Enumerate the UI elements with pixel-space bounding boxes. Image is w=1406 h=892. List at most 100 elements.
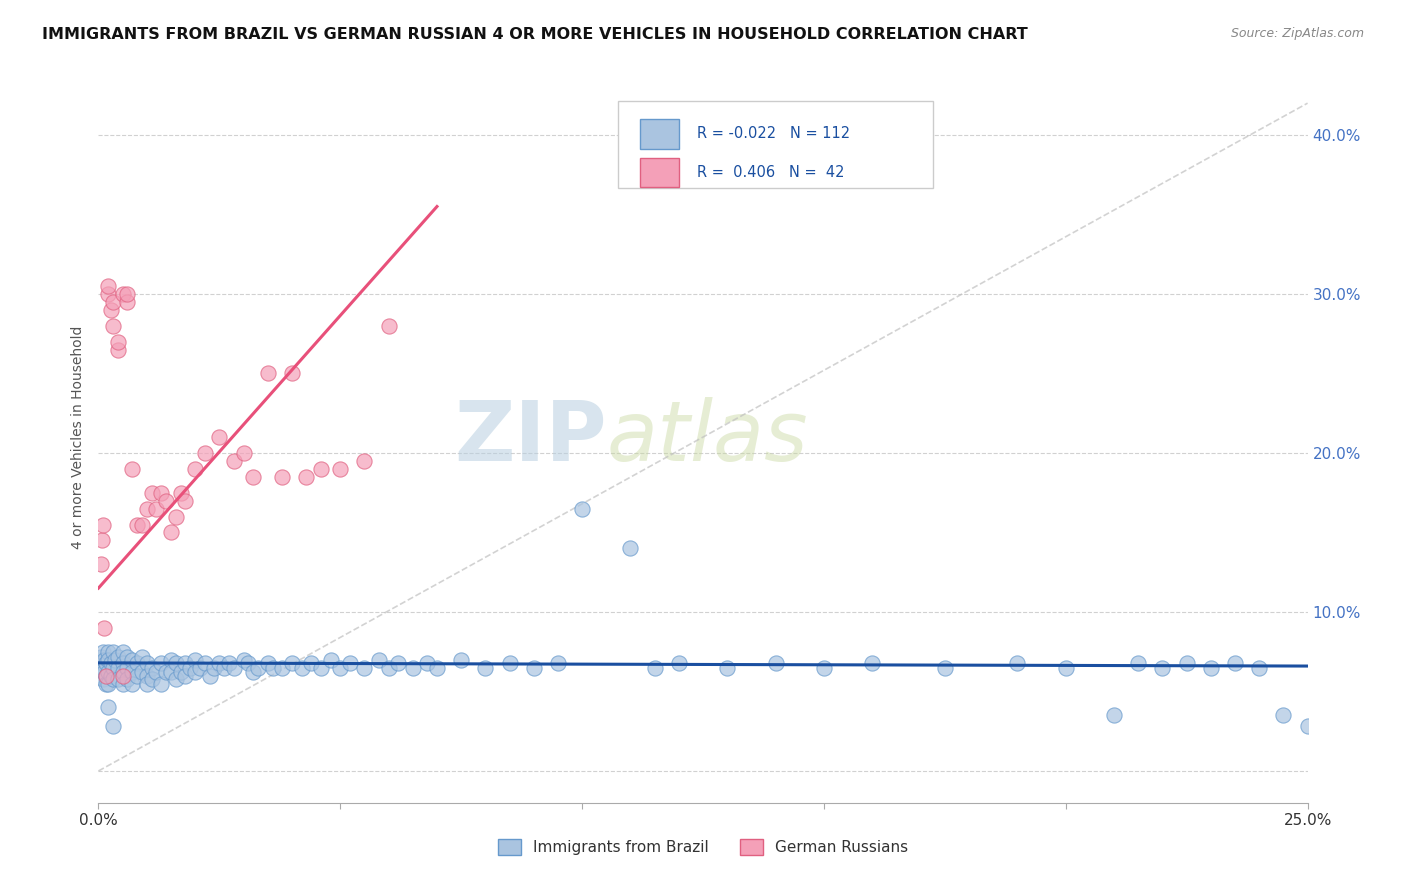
Point xyxy=(184,665,207,680)
Point xyxy=(242,665,264,680)
Point xyxy=(242,470,264,484)
Point xyxy=(135,668,157,682)
Point xyxy=(218,656,240,670)
Point xyxy=(450,653,472,667)
Point xyxy=(247,660,270,674)
Point xyxy=(117,294,139,309)
Point xyxy=(165,656,187,670)
Point xyxy=(127,656,149,670)
Point xyxy=(121,665,143,680)
Point xyxy=(90,558,112,572)
Point xyxy=(281,367,304,381)
Point xyxy=(416,656,439,670)
Point xyxy=(1296,719,1319,733)
Point xyxy=(198,668,221,682)
Point xyxy=(93,653,115,667)
Point xyxy=(204,660,226,674)
Legend: Immigrants from Brazil, German Russians: Immigrants from Brazil, German Russians xyxy=(492,833,914,861)
Point xyxy=(232,446,254,460)
Point xyxy=(107,649,129,664)
Point xyxy=(94,676,117,690)
Point xyxy=(498,656,520,670)
Point xyxy=(295,470,318,484)
Point xyxy=(107,660,129,674)
Point xyxy=(1128,656,1150,670)
Text: Source: ZipAtlas.com: Source: ZipAtlas.com xyxy=(1230,27,1364,40)
Point xyxy=(1175,656,1198,670)
Point xyxy=(111,656,134,670)
Point xyxy=(121,462,143,476)
Point xyxy=(165,509,187,524)
Point xyxy=(194,656,217,670)
Point xyxy=(208,430,231,444)
Point xyxy=(174,493,197,508)
Point xyxy=(309,660,332,674)
Text: IMMIGRANTS FROM BRAZIL VS GERMAN RUSSIAN 4 OR MORE VEHICLES IN HOUSEHOLD CORRELA: IMMIGRANTS FROM BRAZIL VS GERMAN RUSSIAN… xyxy=(42,27,1028,42)
Point xyxy=(1102,708,1125,723)
Point xyxy=(100,302,122,317)
Point xyxy=(271,660,294,674)
Point xyxy=(222,454,245,468)
Point xyxy=(716,660,738,674)
Point xyxy=(97,653,120,667)
Point xyxy=(91,656,114,670)
Point xyxy=(339,656,361,670)
Point xyxy=(547,656,569,670)
Point xyxy=(155,665,177,680)
Point xyxy=(174,656,197,670)
Point xyxy=(117,287,139,301)
Point xyxy=(97,700,120,714)
Point xyxy=(101,318,124,333)
Point xyxy=(117,672,139,686)
Point xyxy=(101,672,124,686)
Point xyxy=(101,645,124,659)
Point xyxy=(188,660,211,674)
Point xyxy=(117,660,139,674)
Point xyxy=(141,672,163,686)
Point xyxy=(91,533,114,548)
Point xyxy=(329,660,352,674)
Point xyxy=(644,660,666,674)
Point xyxy=(934,660,956,674)
Point xyxy=(150,485,173,500)
Point xyxy=(232,653,254,667)
Point xyxy=(91,660,114,674)
Point xyxy=(107,672,129,686)
Point xyxy=(94,656,117,670)
Point xyxy=(353,454,375,468)
Point xyxy=(97,676,120,690)
Point xyxy=(290,660,312,674)
Point xyxy=(174,668,197,682)
Point xyxy=(94,668,117,682)
Point xyxy=(121,676,143,690)
Point xyxy=(1249,660,1271,674)
Point xyxy=(860,656,883,670)
Point xyxy=(97,645,120,659)
Point xyxy=(402,660,425,674)
Point xyxy=(212,660,235,674)
Point xyxy=(765,656,787,670)
Point xyxy=(256,656,278,670)
Point xyxy=(165,672,187,686)
Point xyxy=(100,656,122,670)
Point xyxy=(93,665,115,680)
Point xyxy=(91,672,114,686)
Point xyxy=(668,656,690,670)
Point xyxy=(111,676,134,690)
Point xyxy=(145,501,167,516)
Point xyxy=(111,665,134,680)
Point xyxy=(179,660,201,674)
Point xyxy=(238,656,260,670)
Point xyxy=(97,279,120,293)
Point xyxy=(387,656,409,670)
Point xyxy=(93,621,115,635)
Point xyxy=(160,525,183,540)
Point xyxy=(368,653,391,667)
Point xyxy=(135,501,157,516)
Point xyxy=(426,660,449,674)
Point xyxy=(94,668,117,682)
Point xyxy=(117,649,139,664)
Point xyxy=(281,656,304,670)
Point xyxy=(91,517,114,532)
Point xyxy=(619,541,641,556)
